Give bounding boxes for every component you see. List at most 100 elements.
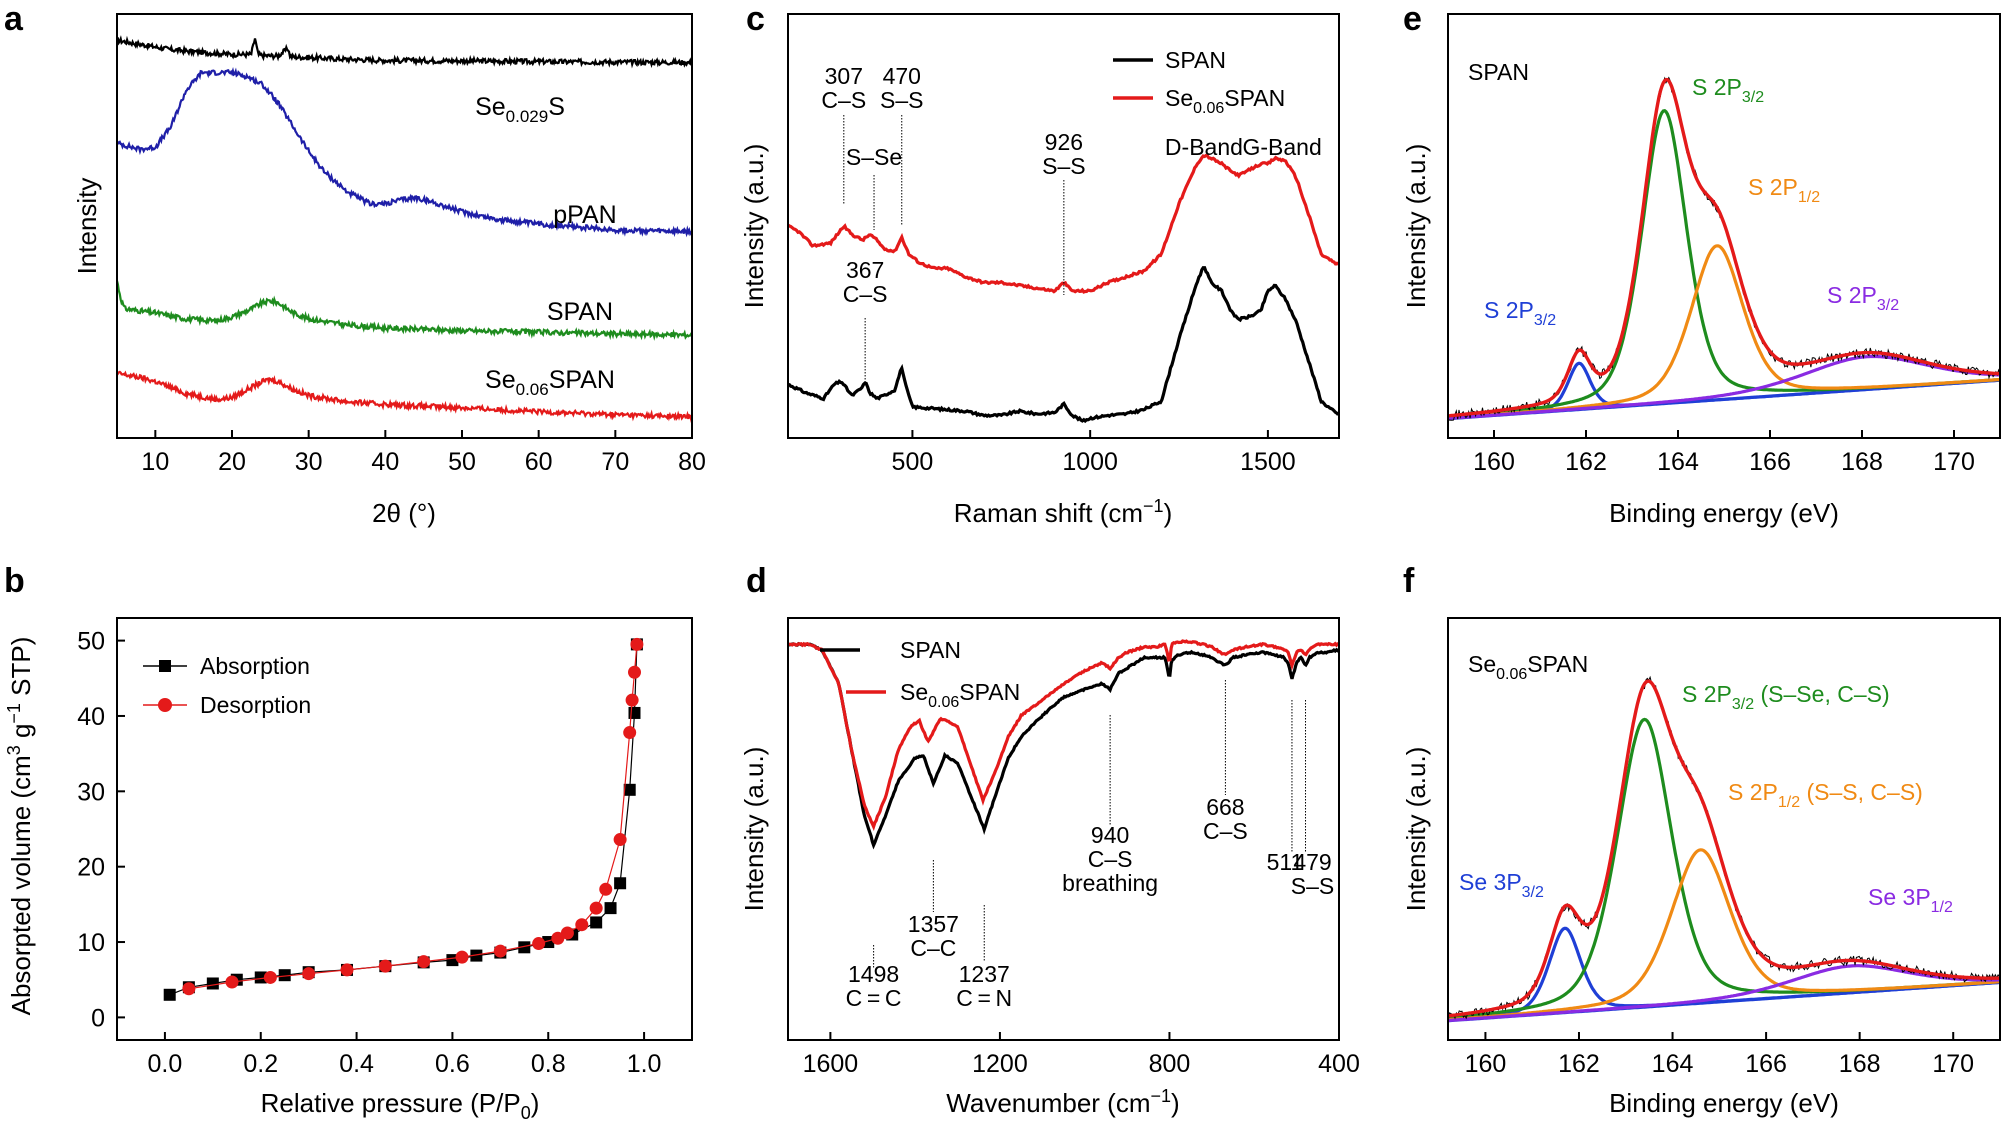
x-tick-label: 60 bbox=[525, 448, 553, 476]
data-point-desorption bbox=[623, 726, 637, 740]
panel-b-ticks: 0.0 0.2 0.4 0.6 0.8 1.0 0 10 20 30 40 50 bbox=[77, 628, 661, 1078]
series-line-span bbox=[787, 266, 1340, 424]
annotation-label: S–S bbox=[1042, 153, 1085, 179]
annotation-label: C–S bbox=[1203, 818, 1248, 844]
x-tick-label: 168 bbox=[1841, 448, 1883, 476]
x-tick-label: 164 bbox=[1652, 1050, 1694, 1078]
x-tick-label: 40 bbox=[371, 448, 399, 476]
legend-marker-absorption bbox=[159, 660, 171, 672]
series-line-se006span bbox=[787, 153, 1340, 294]
data-point-desorption bbox=[532, 937, 546, 951]
y-tick-label: 0 bbox=[91, 1004, 105, 1032]
panel-d-ylabel: Intensity (a.u.) bbox=[739, 747, 769, 912]
component-label-f-green: S 2P3/2 (S–Se, C–S) bbox=[1682, 681, 1890, 713]
x-tick-label: 162 bbox=[1558, 1050, 1600, 1078]
data-point-absorption bbox=[604, 902, 617, 915]
fit-envelope-line bbox=[1447, 77, 2001, 418]
panel-e-x-ticks: 160 162 164 166 168 170 bbox=[1473, 430, 1975, 476]
panel-a: a 10 20 30 40 50 60 70 80 2θ (°) Intensity Se0.… bbox=[4, 0, 706, 528]
x-tick-label: 166 bbox=[1745, 1050, 1787, 1078]
legend-label-absorption: Absorption bbox=[200, 653, 310, 679]
data-point-absorption bbox=[446, 954, 459, 967]
data-point-absorption bbox=[542, 936, 555, 949]
series-label-span: SPAN bbox=[547, 298, 613, 326]
annotation-label: 470 bbox=[883, 63, 921, 89]
annotation-label: 1498 bbox=[848, 961, 899, 987]
panel-d-legend: SPAN Se0.06SPAN bbox=[820, 637, 1020, 711]
panel-d-frame bbox=[787, 617, 1340, 1041]
x-tick-label: 70 bbox=[601, 448, 629, 476]
panel-d-x-ticks: 1600 1200 800 400 bbox=[803, 1032, 1360, 1078]
x-tick-label: 0.4 bbox=[339, 1050, 374, 1078]
panel-f-xlabel: Binding energy (eV) bbox=[1609, 1088, 1839, 1118]
x-tick-label: 800 bbox=[1149, 1050, 1191, 1078]
annotation-label: S–Se bbox=[846, 144, 902, 170]
panel-e-ylabel: Intensity (a.u.) bbox=[1401, 144, 1431, 309]
x-tick-label: 10 bbox=[141, 448, 169, 476]
data-point-desorption bbox=[560, 926, 574, 940]
annotation-label: 1357 bbox=[908, 911, 959, 937]
series-line-span bbox=[115, 280, 694, 341]
data-point-desorption bbox=[493, 944, 507, 958]
x-tick-label: 160 bbox=[1465, 1050, 1507, 1078]
x-tick-label: 0.8 bbox=[531, 1050, 566, 1078]
legend-marker-desorption bbox=[158, 698, 172, 712]
x-tick-label: 0.6 bbox=[435, 1050, 470, 1078]
panel-e-frame bbox=[1447, 13, 2001, 439]
annotation-label: S–S bbox=[1291, 873, 1334, 899]
panel-f-series bbox=[1447, 675, 2000, 1023]
data-point-desorption bbox=[302, 967, 316, 981]
annotation-label: D-Band bbox=[1165, 134, 1243, 160]
x-tick-label: 168 bbox=[1839, 1050, 1881, 1078]
x-tick-label: 1600 bbox=[803, 1050, 859, 1078]
component-label-f-blue: Se 3P3/2 bbox=[1459, 869, 1544, 901]
panel-f-x-ticks: 160 162 164 166 168 170 bbox=[1465, 1032, 1974, 1078]
component-label-f-orange: S 2P1/2 (S–S, C–S) bbox=[1728, 779, 1923, 811]
data-point-absorption bbox=[254, 971, 267, 984]
data-point-absorption bbox=[206, 977, 219, 990]
x-tick-label: 1000 bbox=[1062, 448, 1118, 476]
data-point-absorption bbox=[590, 916, 603, 929]
panel-c-ylabel: Intensity (a.u.) bbox=[739, 144, 769, 309]
data-point-desorption bbox=[551, 931, 565, 945]
raw-data-line bbox=[1447, 675, 2000, 1021]
data-point-desorption bbox=[340, 963, 354, 977]
data-point-desorption bbox=[417, 955, 431, 969]
data-point-desorption bbox=[628, 665, 641, 679]
panel-b-series bbox=[163, 637, 644, 1001]
x-tick-label: 0.2 bbox=[243, 1050, 278, 1078]
panel-a-x-ticks: 10 20 30 40 50 60 70 80 bbox=[141, 430, 706, 476]
annotation-label: 479 bbox=[1293, 849, 1331, 875]
component-label-e-blue: S 2P3/2 bbox=[1484, 297, 1556, 329]
panel-f: f 160 162 164 166 168 170 Binding energy (eV)… bbox=[1401, 562, 2001, 1118]
x-tick-label: 1500 bbox=[1240, 448, 1296, 476]
x-tick-label: 20 bbox=[218, 448, 246, 476]
annotation-label: S–S bbox=[880, 87, 923, 113]
data-point-desorption bbox=[630, 637, 644, 651]
annotation-label: C–S bbox=[843, 281, 888, 307]
x-tick-label: 80 bbox=[678, 448, 706, 476]
y-tick-label: 20 bbox=[77, 854, 105, 882]
y-tick-label: 30 bbox=[77, 778, 105, 806]
panel-c-frame bbox=[787, 13, 1340, 439]
panel-c-xlabel: Raman shift (cm−1) bbox=[954, 496, 1172, 528]
fit-component-line bbox=[1447, 108, 2001, 419]
x-tick-label: 30 bbox=[295, 448, 323, 476]
annotation-label: C–S bbox=[1088, 846, 1133, 872]
panel-a-frame bbox=[116, 13, 693, 439]
panel-f-ylabel: Intensity (a.u.) bbox=[1401, 747, 1431, 912]
series-label-se006span: Se0.06SPAN bbox=[485, 366, 615, 399]
panel-c-legend: SPAN Se0.06SPAN bbox=[1113, 47, 1285, 117]
component-label-f-purple: Se 3P1/2 bbox=[1868, 884, 1953, 916]
series-label-ppan: pPAN bbox=[553, 201, 616, 229]
panel-d-label: d bbox=[746, 562, 767, 600]
panel-d-xlabel: Wavenumber (cm−1) bbox=[946, 1086, 1179, 1118]
legend-label-se006span: Se0.06SPAN bbox=[1165, 85, 1285, 117]
series-line-span bbox=[788, 641, 1340, 850]
annotation-label: G-Band bbox=[1242, 134, 1321, 160]
panel-b-legend: Absorption Desorption bbox=[143, 653, 311, 718]
legend-label-span-d: SPAN bbox=[900, 637, 961, 663]
panel-f-frame bbox=[1447, 617, 2001, 1041]
panel-c-series bbox=[787, 153, 1340, 424]
